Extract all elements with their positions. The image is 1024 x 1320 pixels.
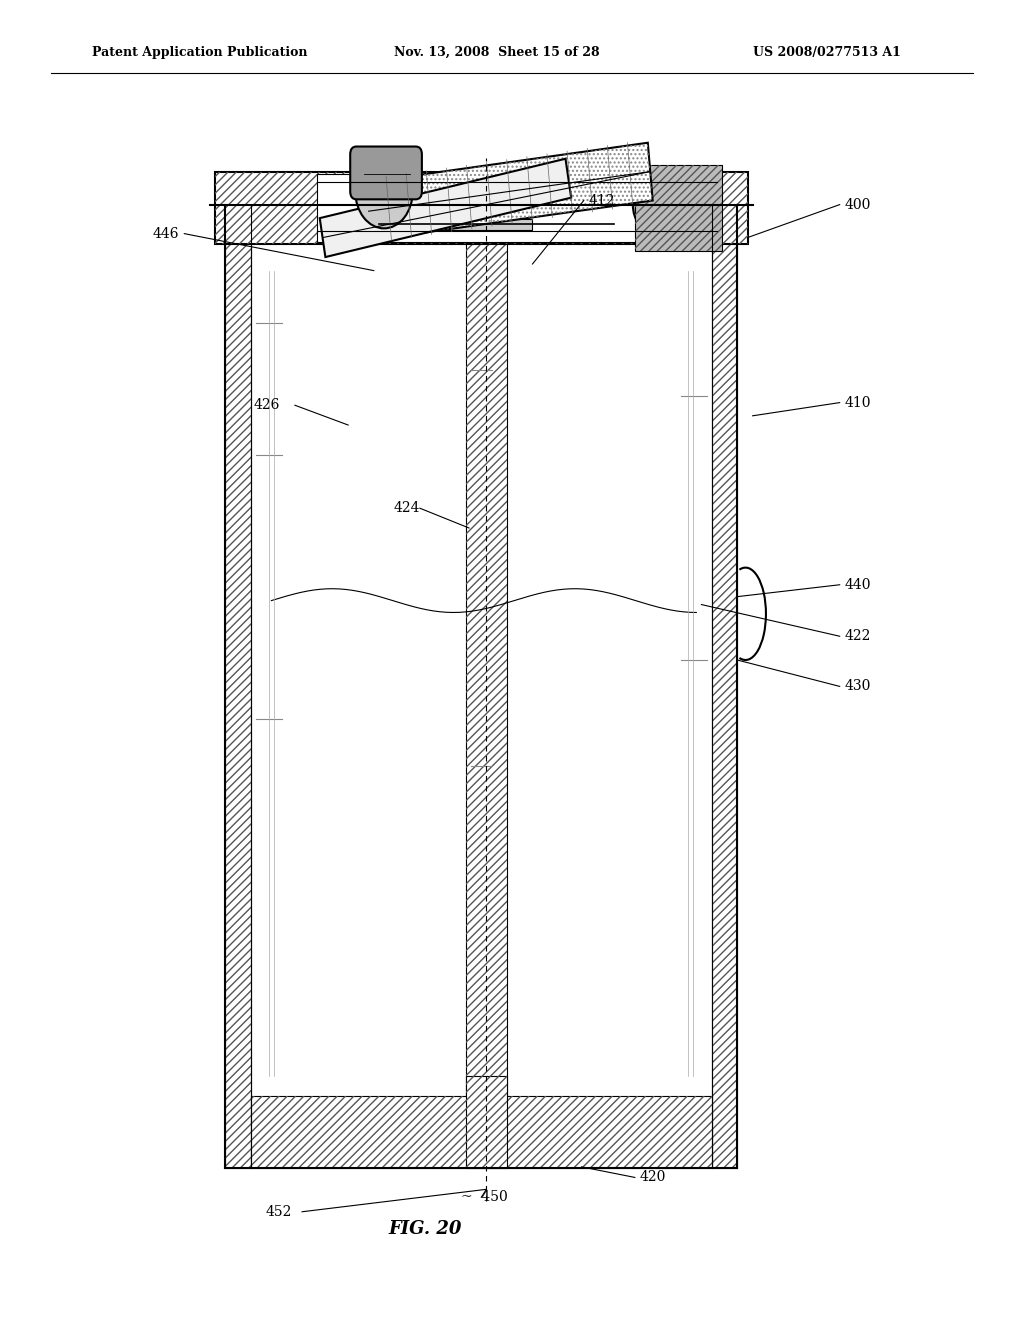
Bar xyxy=(466,172,507,1096)
Bar xyxy=(712,205,737,1168)
Bar xyxy=(215,172,748,244)
Bar xyxy=(635,165,722,251)
Bar xyxy=(215,172,748,244)
Text: 452: 452 xyxy=(265,1205,292,1218)
Text: 412: 412 xyxy=(589,194,615,207)
Bar xyxy=(466,1076,507,1168)
Bar xyxy=(251,1096,712,1168)
Text: 410: 410 xyxy=(845,396,871,409)
Circle shape xyxy=(355,154,413,228)
Bar xyxy=(635,165,722,251)
Bar xyxy=(225,205,251,1168)
Bar xyxy=(410,219,532,230)
Text: 440: 440 xyxy=(845,578,871,591)
Text: 422: 422 xyxy=(845,630,871,643)
Text: 426: 426 xyxy=(254,399,281,412)
Bar xyxy=(466,1076,507,1168)
FancyBboxPatch shape xyxy=(350,147,422,199)
Text: US 2008/0277513 A1: US 2008/0277513 A1 xyxy=(753,46,900,59)
Text: 420: 420 xyxy=(640,1171,667,1184)
Text: 424: 424 xyxy=(393,502,420,515)
Polygon shape xyxy=(319,158,571,257)
Bar xyxy=(317,174,717,242)
Text: Patent Application Publication: Patent Application Publication xyxy=(92,46,307,59)
Text: 446: 446 xyxy=(153,227,179,240)
Text: Nov. 13, 2008  Sheet 15 of 28: Nov. 13, 2008 Sheet 15 of 28 xyxy=(394,46,600,59)
Polygon shape xyxy=(367,143,652,240)
Bar xyxy=(251,1096,712,1168)
Bar xyxy=(225,205,251,1168)
Text: 430: 430 xyxy=(845,680,871,693)
Circle shape xyxy=(633,176,678,234)
Text: 400: 400 xyxy=(845,198,871,211)
Bar xyxy=(712,205,737,1168)
Text: ~  450: ~ 450 xyxy=(461,1191,508,1204)
Text: FIG. 20: FIG. 20 xyxy=(388,1220,462,1238)
Bar xyxy=(466,172,507,1096)
